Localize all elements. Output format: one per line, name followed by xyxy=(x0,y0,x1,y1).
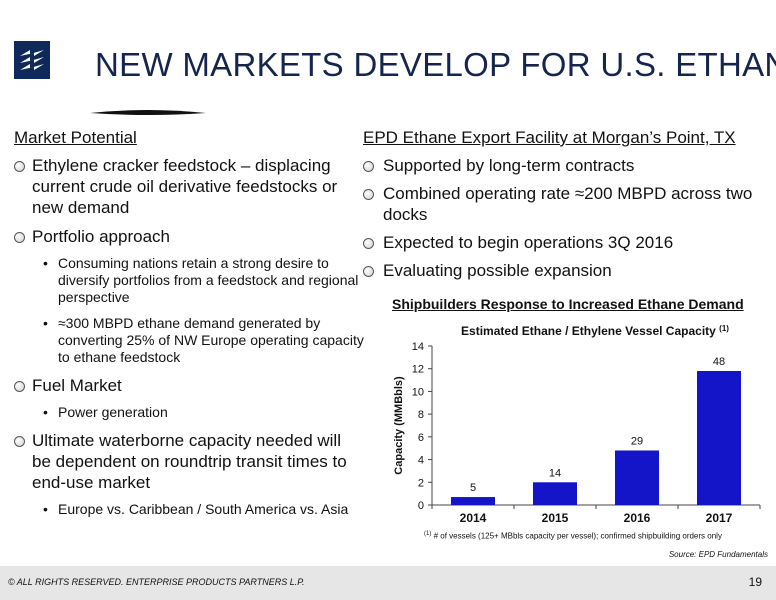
bullet-circle-icon xyxy=(363,189,374,200)
bar-2014 xyxy=(451,497,495,505)
x-tick-label: 2015 xyxy=(542,511,569,525)
chart-title-text: Estimated Ethane / Ethylene Vessel Capac… xyxy=(461,324,719,338)
y-tick-label: 12 xyxy=(412,364,424,376)
facility-bullet: Evaluating possible expansion xyxy=(363,260,763,281)
bullet-circle-icon xyxy=(14,161,25,172)
sub-bullet-dot-icon: • xyxy=(43,404,48,420)
facility-bullet-text: Expected to begin operations 3Q 2016 xyxy=(383,233,674,252)
market-bullet: Portfolio approach xyxy=(14,226,364,247)
market-bullet: Ethylene cracker feedstock – displacing … xyxy=(14,155,364,218)
footer-bar: © ALL RIGHTS RESERVED. ENTERPRISE PRODUC… xyxy=(0,566,776,600)
page-number: 19 xyxy=(748,575,762,589)
bullet-circle-icon xyxy=(14,436,25,447)
facility-bullet-text: Combined operating rate ≈200 MBPD across… xyxy=(383,184,753,224)
market-sub-bullet: • Consuming nations retain a strong desir… xyxy=(14,255,364,306)
sub-bullet-dot-icon: • xyxy=(43,255,48,271)
vessel-capacity-chart: Estimated Ethane / Ethylene Vessel Capac… xyxy=(393,324,761,525)
source-note: Source: EPD Fundamentals xyxy=(668,550,768,559)
bar-data-label: 48 xyxy=(713,356,725,368)
facility-bullet-text: Supported by long-term contracts xyxy=(383,156,635,175)
x-tick-label: 2017 xyxy=(706,511,733,525)
export-facility-list: Supported by long-term contracts Combined… xyxy=(363,155,763,288)
bullet-circle-icon xyxy=(363,161,374,172)
y-tick-label: 10 xyxy=(412,386,424,398)
market-sub-bullet-text: Power generation xyxy=(58,404,168,420)
chart-title: Estimated Ethane / Ethylene Vessel Capac… xyxy=(461,324,729,338)
facility-bullet: Combined operating rate ≈200 MBPD across… xyxy=(363,183,763,225)
title-underline-swoosh xyxy=(90,110,206,115)
bar-2016 xyxy=(615,450,659,505)
market-potential-heading: Market Potential xyxy=(14,128,137,147)
chart-footnote: (1) # of vessels (125+ MBbls capacity pe… xyxy=(424,531,722,541)
y-tick-label: 8 xyxy=(418,409,424,421)
market-sub-bullet: • ≈300 MBPD ethane demand generated by co… xyxy=(14,315,364,366)
y-tick-label: 4 xyxy=(418,455,424,467)
facility-bullet-text: Evaluating possible expansion xyxy=(383,261,612,280)
y-axis-label: Capacity (MMBbls) xyxy=(393,376,405,475)
footnote-text: # of vessels (125+ MBbls capacity per ve… xyxy=(433,531,722,541)
bullet-circle-icon xyxy=(14,232,25,243)
market-sub-bullet-text: Europe vs. Caribbean / South America vs.… xyxy=(58,501,349,517)
bar-2017 xyxy=(697,370,741,505)
bullet-circle-icon xyxy=(363,238,374,249)
market-potential-list: Ethylene cracker feedstock – displacing … xyxy=(14,155,364,527)
market-bullet: Ultimate waterborne capacity needed will… xyxy=(14,430,364,493)
y-tick-label: 14 xyxy=(412,341,424,353)
market-bullet-text: Fuel Market xyxy=(32,376,122,395)
market-bullet-text: Ultimate waterborne capacity needed will… xyxy=(32,431,347,492)
bar-data-label: 5 xyxy=(470,482,476,494)
market-bullet-text: Ethylene cracker feedstock – displacing … xyxy=(32,156,338,217)
export-facility-heading: EPD Ethane Export Facility at Morgan’s P… xyxy=(363,128,736,147)
bar-data-label: 29 xyxy=(631,435,643,447)
market-sub-bullet: • Power generation xyxy=(14,404,364,421)
footnote-marker: (1) xyxy=(424,531,432,537)
facility-bullet: Supported by long-term contracts xyxy=(363,155,763,176)
market-sub-bullet: • Europe vs. Caribbean / South America vs… xyxy=(14,501,364,518)
sub-bullet-dot-icon: • xyxy=(43,501,48,517)
company-logo xyxy=(14,41,50,79)
facility-bullet: Expected to begin operations 3Q 2016 xyxy=(363,232,763,253)
chart-heading: Shipbuilders Response to Increased Ethan… xyxy=(392,296,744,312)
bar-2015 xyxy=(533,482,577,505)
bullet-circle-icon xyxy=(14,381,25,392)
copyright-notice: © ALL RIGHTS RESERVED. ENTERPRISE PRODUC… xyxy=(8,577,305,587)
market-bullet-text: Portfolio approach xyxy=(32,227,170,246)
chart-title-footnote-marker: (1) xyxy=(719,324,729,333)
x-tick-label: 2016 xyxy=(624,511,651,525)
market-bullet: Fuel Market xyxy=(14,375,364,396)
slide-title: NEW MARKETS DEVELOP FOR U.S. ETHANE xyxy=(95,46,776,83)
y-tick-label: 6 xyxy=(418,432,424,444)
bar-data-label: 14 xyxy=(549,467,561,479)
bullet-circle-icon xyxy=(363,266,374,277)
x-tick-label: 2014 xyxy=(460,511,487,525)
sub-bullet-dot-icon: • xyxy=(43,315,48,331)
y-tick-label: 0 xyxy=(418,500,424,512)
market-sub-bullet-text: ≈300 MBPD ethane demand generated by con… xyxy=(58,315,364,365)
y-tick-label: 2 xyxy=(418,477,424,489)
market-sub-bullet-text: Consuming nations retain a strong desire… xyxy=(58,255,359,305)
